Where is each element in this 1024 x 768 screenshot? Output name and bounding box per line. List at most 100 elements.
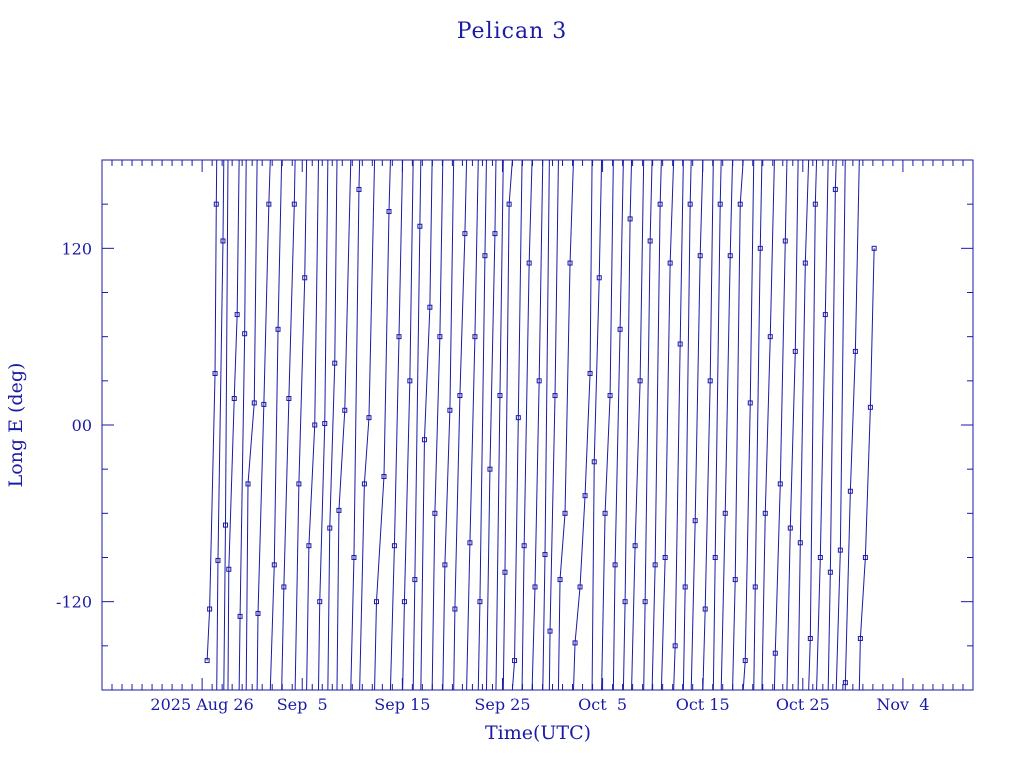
series-segment xyxy=(744,402,751,661)
data-point xyxy=(251,400,257,406)
series-segment xyxy=(624,218,631,602)
data-point xyxy=(827,569,833,575)
chart-title: Pelican 3 xyxy=(457,19,568,44)
series-segment xyxy=(854,160,860,352)
series-segment xyxy=(268,160,271,205)
series-segment xyxy=(494,160,497,234)
series-segment xyxy=(729,160,734,256)
series-segment xyxy=(363,417,370,484)
data-point xyxy=(532,584,538,590)
data-point xyxy=(572,640,578,646)
data-point xyxy=(832,186,838,192)
series-segment xyxy=(469,336,476,543)
data-point xyxy=(732,577,738,583)
data-point xyxy=(281,584,287,590)
series-segment xyxy=(714,204,721,558)
series-segment xyxy=(569,160,574,264)
series-segment xyxy=(281,586,285,690)
series-segment xyxy=(660,557,666,690)
data-point xyxy=(562,510,568,516)
series-segment xyxy=(784,160,788,241)
series-segment xyxy=(534,380,540,587)
data-point xyxy=(867,404,873,410)
data-point xyxy=(737,201,743,207)
data-point xyxy=(632,543,638,549)
data-point xyxy=(286,396,292,401)
series-segment xyxy=(684,204,691,587)
series-segment xyxy=(598,160,603,278)
series-segment xyxy=(474,160,479,337)
data-point xyxy=(812,201,818,207)
data-point xyxy=(712,555,718,560)
series-segment xyxy=(308,424,316,546)
series-segment xyxy=(557,579,561,690)
data-point xyxy=(204,658,210,664)
series-segment xyxy=(797,542,801,690)
series-segment xyxy=(511,660,516,690)
series-segment xyxy=(769,160,775,337)
series-segment xyxy=(673,645,676,690)
data-point xyxy=(231,396,237,401)
series-segment xyxy=(799,263,806,543)
series-segment xyxy=(484,160,487,256)
data-point xyxy=(542,552,548,558)
data-point xyxy=(607,393,613,399)
data-point xyxy=(432,510,438,516)
x-tick-label: Sep 15 xyxy=(374,695,430,714)
series-segment xyxy=(239,333,246,617)
series-segment xyxy=(819,314,826,558)
series-segment xyxy=(223,525,226,690)
series-segment xyxy=(544,160,550,555)
series-segment xyxy=(572,642,576,690)
series-segment xyxy=(604,395,611,514)
series-segment xyxy=(214,204,217,374)
data-point xyxy=(271,562,277,568)
data-point xyxy=(467,540,473,546)
data-point xyxy=(472,334,478,340)
series-segment xyxy=(423,307,431,440)
series-segment xyxy=(734,204,741,580)
series-segment xyxy=(531,586,536,690)
series-segment xyxy=(699,160,704,256)
series-segment xyxy=(429,160,433,308)
series-segment xyxy=(353,189,360,558)
series-segment xyxy=(236,160,240,315)
series-segment xyxy=(609,160,614,396)
series-segment xyxy=(589,160,593,374)
series-segment xyxy=(844,491,851,683)
series-segment xyxy=(383,211,390,477)
data-point xyxy=(722,510,728,516)
series-segment xyxy=(808,638,811,690)
data-point xyxy=(577,584,583,590)
series-segment xyxy=(559,513,566,580)
series-segment xyxy=(542,554,546,690)
series-segment xyxy=(614,329,621,565)
data-point xyxy=(261,401,267,407)
data-point xyxy=(396,334,402,340)
series-segment xyxy=(288,204,295,399)
data-point xyxy=(391,543,397,549)
y-tick-label: 120 xyxy=(61,239,92,258)
series-segment xyxy=(244,160,247,334)
data-point xyxy=(306,543,312,549)
series-segment xyxy=(403,380,411,602)
data-point xyxy=(697,253,703,259)
series-segment xyxy=(439,160,444,337)
series-segment xyxy=(216,560,219,690)
data-point xyxy=(226,566,232,572)
data-point xyxy=(381,474,387,480)
series-segment xyxy=(269,564,275,690)
series-segment xyxy=(669,160,675,264)
series-segment xyxy=(273,329,279,565)
series-segment xyxy=(538,160,544,381)
data-point xyxy=(687,201,693,207)
data-point xyxy=(427,304,433,310)
series-segment xyxy=(222,160,225,241)
series-segment xyxy=(419,160,422,227)
data-point xyxy=(782,238,788,244)
x-tick-label: Oct 25 xyxy=(776,695,830,714)
series-segment xyxy=(464,160,468,234)
series-segment xyxy=(485,469,491,690)
data-point xyxy=(327,525,333,531)
